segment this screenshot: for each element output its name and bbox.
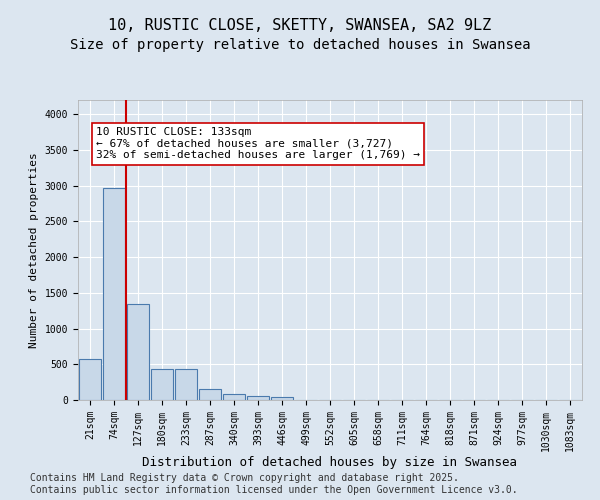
- Bar: [103, 188, 125, 400]
- Bar: [127, 304, 149, 400]
- X-axis label: Distribution of detached houses by size in Swansea: Distribution of detached houses by size …: [143, 456, 517, 469]
- Bar: [247, 396, 269, 400]
- Bar: [79, 358, 101, 400]
- Text: Contains HM Land Registry data © Crown copyright and database right 2025.
Contai: Contains HM Land Registry data © Crown c…: [30, 474, 518, 495]
- Text: Size of property relative to detached houses in Swansea: Size of property relative to detached ho…: [70, 38, 530, 52]
- Text: 10 RUSTIC CLOSE: 133sqm
← 67% of detached houses are smaller (3,727)
32% of semi: 10 RUSTIC CLOSE: 133sqm ← 67% of detache…: [96, 127, 420, 160]
- Bar: [271, 397, 293, 400]
- Bar: [199, 389, 221, 400]
- Bar: [151, 370, 173, 400]
- Bar: [175, 370, 197, 400]
- Text: 10, RUSTIC CLOSE, SKETTY, SWANSEA, SA2 9LZ: 10, RUSTIC CLOSE, SKETTY, SWANSEA, SA2 9…: [109, 18, 491, 32]
- Bar: [223, 394, 245, 400]
- Y-axis label: Number of detached properties: Number of detached properties: [29, 152, 39, 348]
